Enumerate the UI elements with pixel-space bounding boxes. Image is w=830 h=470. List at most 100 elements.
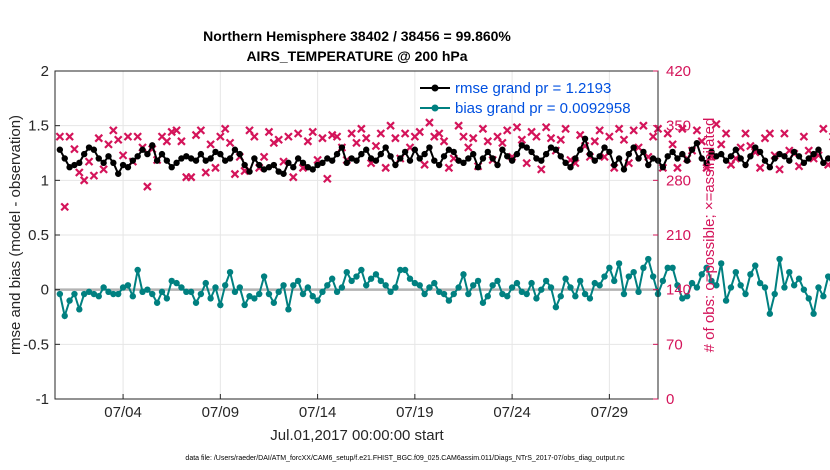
bias-point: [747, 271, 754, 278]
bias-point: [387, 288, 394, 296]
obs-point: [673, 163, 682, 173]
rmse-point: [387, 153, 394, 160]
bias-point: [693, 284, 701, 291]
bias-point: [562, 275, 569, 282]
bias-point: [197, 290, 205, 298]
rmse-point: [226, 155, 234, 162]
rmse-point: [611, 161, 618, 169]
bias-point: [66, 297, 73, 304]
bias-point: [260, 273, 268, 280]
obs-point: [371, 141, 381, 151]
rmse-point: [178, 155, 185, 162]
obs-point: [391, 133, 400, 143]
obs-point: [634, 143, 643, 152]
bias-point: [810, 310, 817, 317]
obs-point: [541, 122, 551, 132]
bias-point: [703, 264, 710, 271]
rmse-point: [153, 157, 161, 164]
bias-point: [611, 277, 618, 285]
rmse-point: [820, 159, 827, 167]
rmse-point: [222, 157, 229, 164]
bias-point: [752, 262, 759, 269]
bias-point: [601, 273, 608, 280]
rmse-point: [158, 150, 166, 158]
obs-point: [561, 124, 570, 134]
y-tick-label-2: 0: [41, 282, 49, 299]
bias-point: [85, 288, 93, 296]
bias-point: [56, 290, 64, 298]
rmse-point: [333, 150, 341, 158]
rmse-point: [85, 144, 93, 151]
rmse-point: [732, 146, 740, 153]
bias-point: [649, 273, 657, 280]
obs-point: [546, 133, 556, 143]
rmse-point: [71, 161, 78, 169]
bias-point: [504, 293, 511, 300]
obs-point: [293, 129, 303, 138]
y2-tick-label-1: 70: [666, 336, 683, 353]
rmse-series: [56, 135, 830, 177]
bias-point: [280, 282, 287, 289]
rmse-point: [640, 148, 647, 156]
rmse-point: [397, 155, 404, 162]
bias-point: [732, 268, 740, 276]
rmse-point: [173, 159, 180, 167]
bias-point: [115, 290, 122, 298]
bias-point: [815, 284, 822, 291]
bias-point: [552, 303, 560, 311]
rmse-point: [722, 157, 730, 164]
rmse-point: [406, 157, 414, 164]
bias-point: [153, 299, 161, 306]
bias-point: [820, 293, 827, 300]
bias-point: [299, 290, 307, 298]
obs-point: [133, 132, 142, 141]
rmse-point: [504, 153, 511, 160]
obs-point: [60, 202, 70, 212]
obs-point: [250, 132, 259, 141]
rmse-point: [688, 146, 696, 153]
obs-assimilated-series: [55, 118, 830, 212]
bias-point: [679, 295, 686, 302]
bias-point: [615, 260, 623, 267]
bias-series: [56, 255, 830, 320]
obs-point: [605, 132, 614, 141]
bias-point: [800, 286, 808, 293]
rmse-point: [465, 155, 472, 162]
rmse-point: [212, 148, 219, 156]
obs-point: [765, 129, 775, 138]
obs-point: [537, 165, 546, 174]
rmse-point: [674, 155, 681, 162]
bias-point: [790, 282, 798, 289]
bias-point: [285, 306, 292, 313]
rmse-point: [275, 168, 282, 175]
legend: rmse grand pr = 1.2193 bias grand pr = 0…: [420, 80, 631, 117]
rmse-point: [825, 155, 830, 162]
bias-point: [61, 312, 68, 320]
rmse-point: [401, 148, 409, 156]
bias-point: [591, 279, 598, 287]
rmse-point: [217, 150, 224, 158]
rmse-point: [246, 168, 253, 175]
rmse-point: [800, 159, 808, 167]
rmse-point: [115, 170, 122, 177]
rmse-point: [129, 157, 137, 164]
obs-point: [269, 138, 279, 148]
obs-point: [323, 174, 332, 184]
rmse-point: [572, 155, 579, 162]
bias-point: [406, 275, 414, 282]
obs-point: [498, 138, 507, 148]
bias-point: [460, 271, 467, 278]
rmse-point: [494, 161, 501, 169]
rmse-point: [435, 161, 443, 169]
rmse-point: [795, 153, 803, 160]
x-tick-label-4: 07/24: [493, 404, 531, 421]
rmse-point: [591, 157, 598, 164]
obs-point: [104, 140, 113, 149]
obs-point: [425, 118, 434, 127]
rmse-point: [66, 164, 73, 171]
rmse-point: [168, 164, 175, 171]
rmse-point: [562, 159, 569, 167]
bias-point: [71, 290, 78, 298]
rmse-point: [635, 155, 642, 162]
obs-point: [99, 165, 108, 174]
